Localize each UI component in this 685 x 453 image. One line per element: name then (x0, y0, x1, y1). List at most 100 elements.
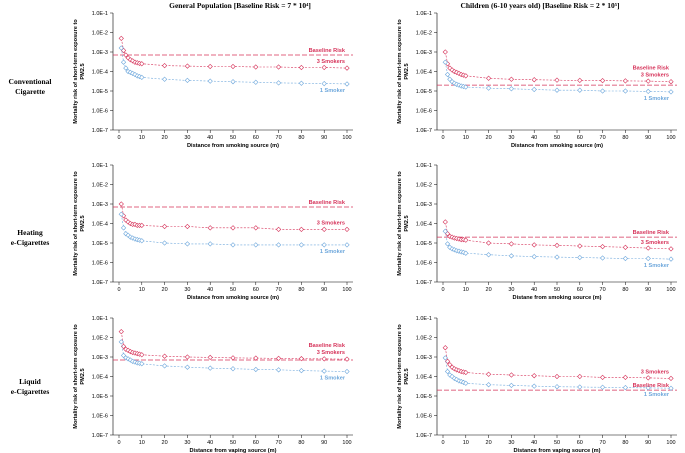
y-tick-label: 1.0E-3 (416, 355, 432, 361)
data-point-three-smokers (622, 374, 629, 381)
x-tick-label: 80 (622, 440, 628, 446)
y-axis-label-line-2: PM2.5 (80, 368, 86, 384)
x-axis-label: Distance from vaping source (m) (189, 448, 276, 453)
data-point-three-smokers (668, 375, 674, 382)
data-point-three-smokers (463, 73, 469, 79)
baseline-risk-label: Baseline Risk (309, 343, 346, 349)
data-point-three-smokers (668, 79, 674, 85)
data-point-three-smokers (531, 242, 537, 248)
y-tick-label: 1.0E-5 (92, 89, 108, 95)
data-point-one-smoker (161, 363, 168, 369)
data-point-one-smoker (599, 384, 606, 390)
x-tick-label: 10 (463, 287, 469, 293)
data-point-three-smokers (599, 374, 606, 381)
data-point-one-smoker (554, 254, 560, 260)
y-tick-label: 1.0E-1 (92, 316, 108, 322)
chart-panel-5: 1.0E-7 1.0E-6 1.0E-5 1.0E-4 1.0E-3 1.0E-2 1.0E… (73, 316, 353, 453)
data-point-one-smoker (321, 80, 327, 87)
x-tick-label: 90 (645, 135, 651, 141)
data-point-one-smoker (508, 253, 515, 259)
y-tick-label: 1.0E-5 (416, 394, 432, 400)
series-line-three-smokers (445, 347, 672, 379)
chart-panel-2: 1.0E-7 1.0E-6 1.0E-5 1.0E-4 1.0E-3 1.0E-2 1.0E… (397, 11, 677, 149)
x-axis-label: Distance from smoking source (m) (187, 143, 279, 149)
data-point-three-smokers (577, 373, 583, 380)
data-point-three-smokers (344, 356, 350, 362)
data-point-one-smoker (253, 366, 259, 373)
row-label-conventional-2: Cigarette (15, 87, 46, 96)
chart-panel-4: 1.0E-7 1.0E-6 1.0E-5 1.0E-4 1.0E-3 1.0E-2 1.0E… (397, 163, 677, 301)
x-tick-label: 20 (162, 440, 168, 446)
chart-panel-3: 1.0E-7 1.0E-6 1.0E-5 1.0E-4 1.0E-3 1.0E-2 1.0E… (73, 163, 353, 301)
y-tick-label: 1.0E-7 (92, 433, 108, 439)
data-point-three-smokers (508, 76, 515, 82)
data-point-three-smokers (275, 64, 282, 70)
data-point-three-smokers (485, 75, 492, 81)
x-tick-label: 70 (600, 135, 606, 141)
data-point-one-smoker (298, 368, 305, 374)
x-tick-label: 0 (117, 440, 120, 446)
data-point-one-smoker (668, 256, 674, 262)
series-label-one-smoker: 1 Smoker (644, 263, 670, 269)
y-tick-label: 1.0E-4 (92, 222, 108, 228)
data-point-three-smokers (622, 78, 629, 84)
data-point-three-smokers (463, 369, 469, 376)
data-point-three-smokers (275, 226, 282, 232)
x-tick-label: 0 (441, 135, 444, 141)
x-tick-label: 60 (577, 135, 583, 141)
x-tick-label: 20 (486, 440, 492, 446)
data-point-one-smoker (161, 240, 168, 246)
data-point-one-smoker (139, 361, 145, 367)
row-label-conventional-1: Conventional (9, 77, 52, 86)
x-tick-label: 60 (577, 440, 583, 446)
y-tick-label: 1.0E-1 (416, 316, 432, 322)
y-axis-label-line-2: PM2.5 (80, 215, 86, 231)
data-point-three-smokers (554, 373, 560, 380)
data-point-three-smokers (161, 63, 168, 69)
data-point-one-smoker (577, 384, 583, 390)
y-tick-label: 1.0E-3 (416, 202, 432, 208)
x-tick-label: 40 (531, 135, 537, 141)
data-point-three-smokers (230, 355, 236, 361)
x-tick-label: 100 (342, 440, 351, 446)
x-tick-label: 70 (276, 135, 282, 141)
data-point-three-smokers (442, 345, 448, 351)
data-point-three-smokers (344, 226, 350, 232)
data-point-one-smoker (531, 254, 537, 260)
y-tick-label: 1.0E-7 (92, 128, 108, 134)
data-point-one-smoker (508, 86, 515, 92)
data-point-one-smoker (554, 87, 560, 93)
data-point-one-smoker (447, 244, 453, 250)
data-point-one-smoker (275, 242, 282, 248)
data-point-three-smokers (118, 201, 124, 207)
x-tick-label: 20 (486, 287, 492, 293)
data-point-one-smoker (531, 383, 537, 389)
data-point-one-smoker (230, 79, 236, 85)
row-label-heating-2: e-Cigarettes (11, 238, 50, 247)
x-axis-label: Distance from smoking source (m) (187, 295, 279, 301)
y-tick-label: 1.0E-2 (416, 31, 432, 37)
x-tick-label: 60 (253, 287, 259, 293)
data-point-three-smokers (344, 65, 350, 71)
data-point-one-smoker (668, 385, 674, 391)
data-point-three-smokers (253, 225, 259, 231)
x-tick-label: 0 (117, 287, 120, 293)
series-label-three-smokers: 3 Smokers (641, 369, 669, 375)
y-tick-label: 1.0E-4 (416, 375, 432, 381)
data-point-one-smoker (645, 88, 651, 95)
x-tick-label: 80 (622, 287, 628, 293)
x-tick-label: 10 (463, 440, 469, 446)
x-tick-label: 80 (622, 135, 628, 141)
y-tick-label: 1.0E-4 (92, 375, 108, 381)
y-tick-label: 1.0E-4 (416, 70, 432, 76)
data-point-three-smokers (123, 52, 129, 58)
y-axis-label-line-1: Mortality risk of short-term exposure to (73, 324, 79, 429)
y-tick-label: 1.0E-3 (416, 50, 432, 56)
y-tick-label: 1.0E-2 (92, 31, 108, 37)
data-point-one-smoker (139, 238, 145, 244)
x-tick-label: 70 (600, 440, 606, 446)
x-tick-label: 70 (276, 287, 282, 293)
data-point-three-smokers (442, 219, 448, 225)
data-point-three-smokers (253, 64, 259, 70)
